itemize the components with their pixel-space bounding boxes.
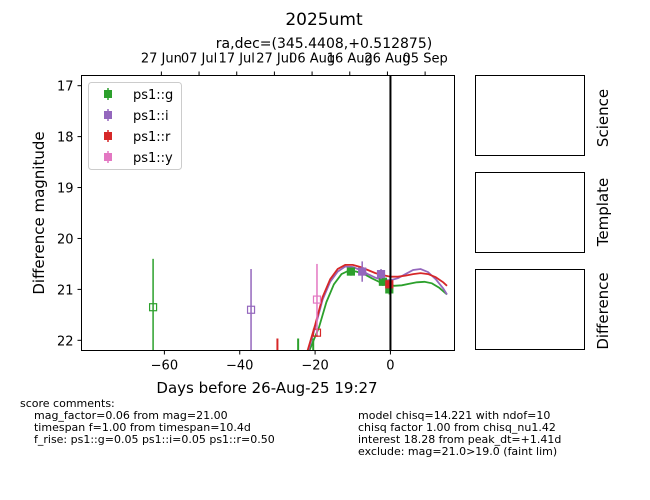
top-tick-label: 06 Aug (289, 52, 335, 67)
legend-label: ps1::g (133, 88, 173, 103)
difference-label: Difference (594, 272, 612, 349)
data-point (346, 267, 355, 276)
legend-marker (104, 90, 112, 98)
top-tick-label: 17 Jul (219, 52, 255, 67)
top-tick-label: 07 Jul (181, 52, 217, 67)
science-panel (475, 75, 585, 156)
data-point (385, 280, 394, 289)
top-tick-label: 05 Sep (403, 52, 448, 67)
data-point (376, 270, 386, 279)
x-tick-label: −20 (301, 359, 328, 374)
template-label: Template (594, 178, 612, 247)
model-comments: model chisq=14.221 with ndof=10 chisq fa… (358, 409, 562, 458)
top-tick-label: 16 Aug (327, 52, 373, 67)
top-tick-label: 27 Jun (141, 52, 182, 67)
top-tick-label: 27 Jul (256, 52, 292, 67)
top-tick-label: 26 Aug (364, 52, 410, 67)
data-point (246, 305, 256, 314)
legend-label: ps1::y (133, 151, 173, 166)
y-tick-label: 17 (57, 80, 74, 95)
difference-panel (475, 269, 585, 350)
data-point (148, 303, 158, 312)
legend-box (88, 82, 182, 170)
data-point (312, 295, 322, 304)
y-tick-label: 19 (57, 182, 74, 197)
legend-marker (104, 153, 112, 161)
legend-marker (104, 111, 112, 119)
plot-frame (81, 75, 455, 351)
x-tick-label: −60 (151, 359, 178, 374)
y-tick-label: 22 (57, 334, 74, 349)
y-tick-label: 18 (57, 131, 74, 146)
chart-title: 2025umt (285, 10, 363, 30)
y-tick-label: 21 (57, 283, 74, 298)
legend-marker (104, 132, 112, 140)
plot-inner (148, 75, 448, 351)
x-axis-label: Days before 26-Aug-25 19:27 (156, 379, 377, 397)
template-panel (475, 172, 585, 253)
legend-label: ps1::i (133, 109, 169, 124)
legend-label: ps1::r (133, 130, 171, 145)
chart-subtitle: ra,dec=(345.4408,+0.512875) (216, 36, 432, 52)
model-curve-ps1-i (307, 265, 448, 351)
score-comments: score comments: mag_factor=0.06 from mag… (20, 397, 275, 446)
x-tick-label: 0 (386, 359, 394, 374)
y-axis-label: Difference magnitude (30, 131, 48, 294)
y-tick-label: 20 (57, 232, 74, 247)
x-tick-label: −40 (226, 359, 253, 374)
side-panels: Science Template Difference (475, 75, 612, 350)
data-point (358, 267, 367, 276)
science-label: Science (594, 89, 612, 147)
